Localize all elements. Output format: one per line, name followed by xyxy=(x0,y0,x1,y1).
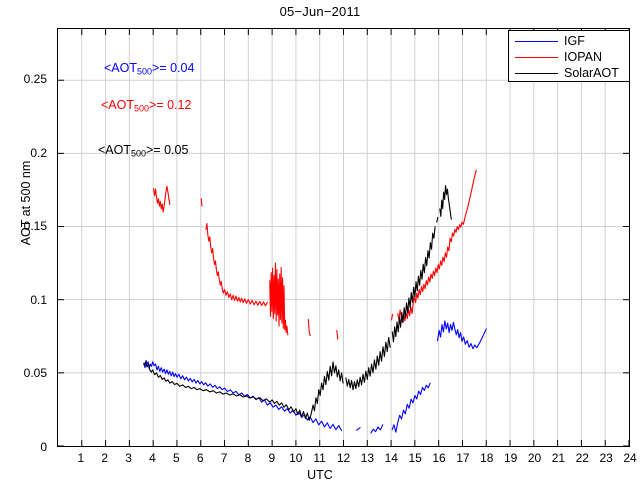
annotation-solaraot-subscript: 500 xyxy=(131,148,147,159)
legend-swatch-iopan xyxy=(515,57,558,58)
series-line-iopan xyxy=(153,185,171,213)
x-axis-label: UTC xyxy=(307,468,333,482)
annotation-iopan-prefix: <AOT xyxy=(101,98,134,112)
x-tick-label: 13 xyxy=(360,451,375,465)
annotation-igf-mean: <AOT500>= 0.04 xyxy=(104,62,194,77)
x-tick-label: 12 xyxy=(336,451,351,465)
legend-label-iopan: IOPAN xyxy=(564,50,602,65)
series-line-igf xyxy=(370,424,384,434)
plot-area xyxy=(57,28,630,447)
x-tick-label: 18 xyxy=(480,451,494,465)
x-tick-label: 4 xyxy=(149,451,156,465)
y-tick-label: 0 xyxy=(40,440,47,454)
annotation-iopan-subscript: 500 xyxy=(134,103,150,114)
series-line-solaraot xyxy=(439,185,452,220)
series-line-solaraot xyxy=(391,226,436,343)
annotation-iopan-suffix: >= 0.12 xyxy=(149,98,192,112)
series-line-iopan xyxy=(200,198,203,207)
series-line-igf xyxy=(143,359,343,432)
legend-swatch-solaraot xyxy=(515,73,558,74)
annotation-solaraot-mean: <AOT500>= 0.05 xyxy=(98,144,188,159)
y-axis-label: AOT at 500 nm xyxy=(19,160,33,246)
annotation-solaraot-prefix: <AOT xyxy=(98,143,131,157)
legend-swatch-igf xyxy=(515,41,558,42)
series-line-solaraot xyxy=(345,336,391,391)
annotation-igf-prefix: <AOT xyxy=(104,61,137,75)
x-tick-label: 5 xyxy=(173,451,180,465)
x-tick-label: 17 xyxy=(456,451,470,465)
series-line-iopan xyxy=(205,223,268,307)
x-tick-label: 19 xyxy=(503,451,518,465)
legend-label-igf: IGF xyxy=(564,34,585,49)
legend-item-iopan: IOPAN xyxy=(509,50,629,65)
x-tick-label: 7 xyxy=(220,451,228,465)
x-tick-label: 8 xyxy=(244,451,252,465)
y-tick-label: 0.05 xyxy=(23,366,47,381)
series-line-iopan xyxy=(336,329,339,340)
x-tick-label: 16 xyxy=(432,451,446,465)
legend-item-solaraot: SolarAOT xyxy=(509,66,629,81)
annotation-igf-suffix: >= 0.04 xyxy=(152,61,195,75)
y-tick-label: 0.15 xyxy=(23,219,47,234)
y-tick-label: 0.2 xyxy=(30,145,47,160)
x-tick-label: 3 xyxy=(125,451,132,465)
series-line-igf xyxy=(391,382,431,433)
x-tick-label: 20 xyxy=(527,451,542,465)
y-tick-label: 0.1 xyxy=(30,292,47,307)
annotation-igf-subscript: 500 xyxy=(137,66,153,77)
x-tick-label: 23 xyxy=(599,451,613,465)
annotation-iopan-mean: <AOT500>= 0.12 xyxy=(101,99,191,114)
x-tick-label: 6 xyxy=(196,451,204,465)
series-line-iopan xyxy=(397,169,477,323)
series-line-igf xyxy=(356,427,361,431)
y-axis-tick-labels: 0 0.05 0.1 0.15 0.2 0.25 xyxy=(0,0,55,480)
x-tick-label: 14 xyxy=(384,451,398,465)
series-line-iopan xyxy=(307,318,311,337)
legend-item-igf: IGF xyxy=(509,34,629,49)
x-tick-label: 10 xyxy=(289,451,303,465)
series-line-iopan xyxy=(269,262,289,336)
series-line-solaraot xyxy=(143,361,344,421)
chart-legend: IGF IOPAN SolarAOT xyxy=(508,30,630,82)
x-tick-label: 24 xyxy=(623,451,637,465)
annotation-solaraot-suffix: >= 0.05 xyxy=(146,143,189,157)
series-line-iopan xyxy=(391,313,394,321)
series-line-solaraot xyxy=(436,216,439,223)
x-tick-label: 9 xyxy=(268,451,276,465)
x-tick-label: 11 xyxy=(313,451,326,465)
series-line-igf xyxy=(436,320,487,350)
x-tick-label: 15 xyxy=(408,451,422,465)
x-tick-label: 2 xyxy=(101,451,109,465)
y-tick-label: 0.25 xyxy=(23,72,47,87)
data-series-layer xyxy=(143,169,487,434)
x-tick-label: 1 xyxy=(77,451,85,465)
grid-layer xyxy=(58,29,629,446)
x-tick-label: 22 xyxy=(575,451,589,465)
chart-title: 05−Jun−2011 xyxy=(279,4,361,19)
legend-label-solaraot: SolarAOT xyxy=(564,66,619,81)
x-tick-label: 21 xyxy=(551,451,566,465)
